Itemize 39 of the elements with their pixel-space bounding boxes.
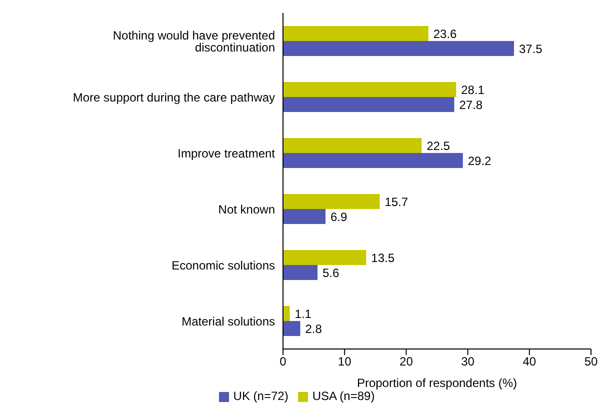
x-tick-label: 30 — [461, 354, 475, 369]
legend-label: USA (n=89) — [312, 389, 375, 403]
bar — [283, 321, 300, 336]
data-label: 1.1 — [294, 306, 312, 321]
bar — [283, 97, 454, 112]
bar — [283, 41, 514, 56]
x-tick-label: 20 — [400, 354, 414, 369]
bar — [283, 209, 326, 224]
y-tick-label: Nothing would have prevented discontinuation — [112, 28, 275, 54]
data-label: 23.6 — [433, 26, 458, 41]
bar — [283, 138, 422, 153]
y-tick-label: Improve treatment — [178, 146, 276, 160]
y-tick-label: Not known — [218, 202, 275, 216]
y-tick-label: More support during the care pathway — [72, 90, 275, 104]
bar — [283, 250, 366, 265]
bar — [283, 265, 318, 280]
data-label: 2.8 — [305, 322, 322, 336]
bar — [283, 306, 290, 321]
legend-label: UK (n=72) — [233, 389, 288, 403]
data-label: 6.9 — [330, 210, 348, 224]
y-tick-label: Economic solutions — [172, 258, 275, 272]
x-tick-label: 0 — [280, 354, 287, 369]
y-tick-label: Material solutions — [182, 314, 275, 328]
x-tick-label: 40 — [522, 354, 536, 369]
x-axis-title: Proportion of respondents (%) — [356, 376, 518, 390]
data-label: 22.5 — [426, 138, 450, 153]
bar — [283, 26, 428, 41]
data-label: 13.5 — [371, 250, 395, 265]
data-label: 5.6 — [322, 266, 340, 280]
data-label: 27.8 — [459, 98, 483, 112]
data-label: 37.5 — [519, 42, 543, 56]
data-label: 28.1 — [461, 82, 485, 97]
x-tick-label: 50 — [584, 354, 598, 369]
data-label: 15.7 — [384, 194, 408, 209]
bar — [283, 153, 463, 168]
bar — [283, 82, 456, 97]
bar — [283, 194, 380, 209]
data-label: 29.2 — [468, 154, 492, 168]
x-tick-label: 10 — [338, 354, 352, 369]
